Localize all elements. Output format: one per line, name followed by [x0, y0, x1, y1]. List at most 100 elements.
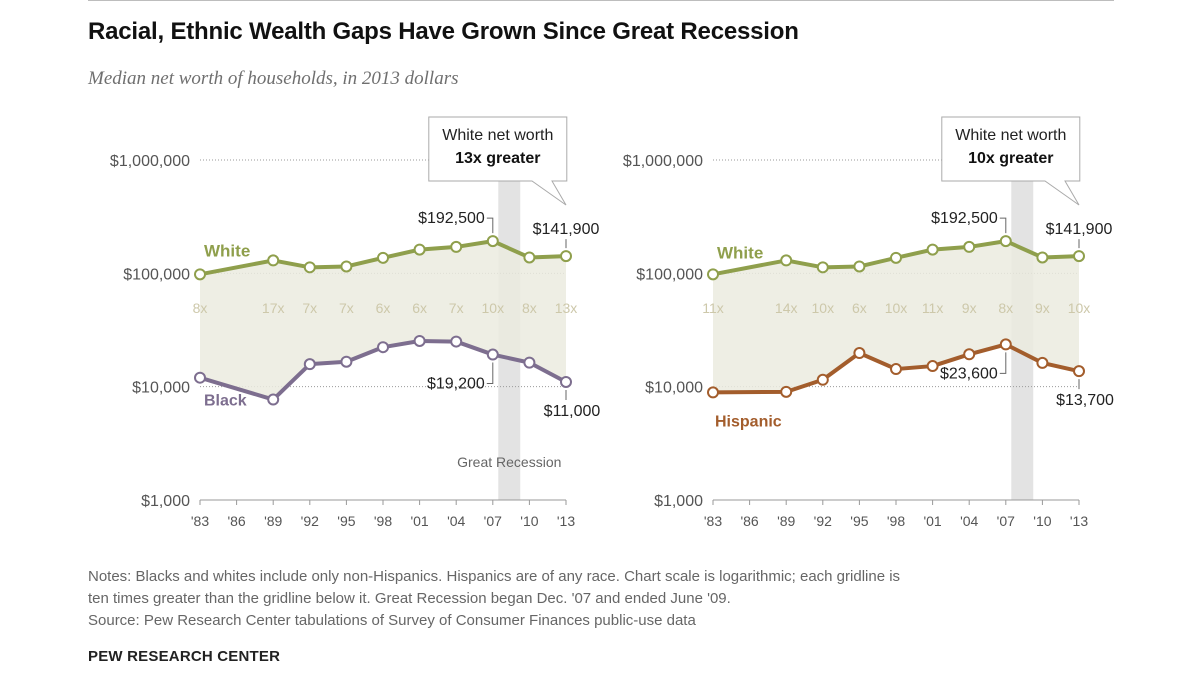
- x-tick-label: '92: [301, 513, 319, 529]
- white-data-point: [523, 251, 536, 264]
- chart-panel-1: $1,000 $10,000 $100,000 $1,000,000 '83 '86 '89…: [110, 116, 601, 529]
- hispanic-data-point: [926, 360, 939, 373]
- ratio-label: 6x: [852, 300, 867, 316]
- hispanic-data-point: [780, 385, 793, 398]
- gap-area: [200, 241, 566, 400]
- x-tick-label: '95: [850, 513, 868, 529]
- black-data-point: [523, 356, 536, 369]
- black-data-point: [413, 334, 426, 347]
- y-tick-label: $100,000: [123, 266, 190, 283]
- black-data-point: [340, 355, 353, 368]
- x-tick-label: '07: [484, 513, 502, 529]
- ratio-label: 6x: [376, 300, 391, 316]
- white-data-point: [1073, 250, 1085, 263]
- y-tick-label: $10,000: [645, 380, 703, 397]
- black-data-point: [267, 393, 280, 406]
- black-series-line: [199, 338, 567, 402]
- minority-2007-value: $19,200: [427, 376, 485, 393]
- black-data-point: [450, 335, 463, 348]
- white-data-point: [194, 268, 206, 281]
- leader-line: [999, 217, 1007, 234]
- minority-2007-value: $23,600: [940, 365, 998, 382]
- white-data-point: [303, 261, 316, 274]
- source-line: Source: Pew Research Center tabulations …: [88, 612, 696, 629]
- white-series-label: White: [717, 243, 763, 262]
- x-tick-label: '95: [337, 513, 355, 529]
- x-tick-label: '89: [264, 513, 282, 529]
- white-2013-value: $141,900: [533, 221, 600, 238]
- hispanic-data-point: [1036, 356, 1049, 369]
- white-data-point: [560, 250, 572, 263]
- white-data-point: [890, 251, 902, 264]
- white-data-point: [999, 235, 1012, 248]
- ratio-label: 7x: [449, 300, 464, 316]
- white-data-point: [853, 260, 866, 273]
- y-tick-label: $1,000,000: [623, 153, 703, 170]
- x-tick-label: '13: [1070, 513, 1088, 529]
- x-tick-label: '10: [520, 513, 538, 529]
- gap-area: [713, 241, 1079, 393]
- ratio-label: 7x: [302, 300, 317, 316]
- ratio-label: 6x: [412, 300, 427, 316]
- white-2007-value: $192,500: [931, 210, 998, 227]
- minority-2013-value: $11,000: [544, 403, 601, 420]
- ratio-label: 7x: [339, 300, 354, 316]
- chart-panel-2: $1,000 $10,000 $100,000 $1,000,000 '83 '86 '89…: [623, 116, 1114, 529]
- black-data-point: [560, 375, 572, 388]
- y-tick-label: $1,000: [654, 493, 703, 510]
- black-data-point: [194, 371, 206, 384]
- x-tick-label: '13: [557, 513, 575, 529]
- white-data-point: [267, 254, 280, 267]
- x-tick-label: '10: [1033, 513, 1051, 529]
- ratio-label: 8x: [522, 300, 537, 316]
- white-data-point: [340, 260, 353, 273]
- x-tick-label: '89: [777, 513, 795, 529]
- x-tick-label: '01: [410, 513, 428, 529]
- notes-line-2: ten times greater than the gridline belo…: [88, 590, 731, 607]
- x-tick-label: '04: [960, 513, 978, 529]
- chart-title: Racial, Ethnic Wealth Gaps Have Grown Si…: [88, 18, 799, 45]
- ratio-label: 11x: [922, 300, 944, 316]
- hispanic-data-point: [1073, 365, 1085, 378]
- ratio-label: 9x: [962, 300, 977, 316]
- x-tick-label: '01: [923, 513, 941, 529]
- callout-line-1: White net worth: [442, 127, 553, 144]
- white-data-point: [963, 240, 976, 253]
- hispanic-data-point: [707, 386, 719, 399]
- black-data-point: [377, 341, 389, 354]
- x-tick-label: '86: [740, 513, 758, 529]
- ratio-label: 13x: [555, 300, 578, 316]
- ratio-label: 17x: [262, 300, 285, 316]
- x-tick-label: '86: [227, 513, 245, 529]
- x-tick-label: '83: [704, 513, 722, 529]
- top-rule: [88, 0, 1114, 1]
- callout-line-1: White net worth: [955, 127, 1066, 144]
- x-tick-label: '98: [374, 513, 392, 529]
- x-tick-label: '07: [997, 513, 1015, 529]
- ratio-label: 10x: [482, 300, 505, 316]
- chart-subtitle: Median net worth of households, in 2013 …: [88, 68, 459, 89]
- callout-line-2: 13x greater: [455, 150, 540, 167]
- ratio-label: 11x: [702, 300, 724, 316]
- white-data-point: [707, 268, 719, 281]
- white-2007-value: $192,500: [418, 210, 485, 227]
- notes-block: Notes: Blacks and whites include only no…: [88, 566, 1108, 632]
- ratio-label: 10x: [885, 300, 908, 316]
- y-tick-label: $100,000: [636, 266, 703, 283]
- white-data-point: [413, 243, 426, 256]
- x-tick-label: '92: [814, 513, 832, 529]
- white-data-point: [816, 261, 829, 274]
- leader-line: [486, 362, 494, 385]
- callout-line-2: 10x greater: [968, 150, 1053, 167]
- notes-line-1: Notes: Blacks and whites include only no…: [88, 568, 901, 585]
- black-data-point: [303, 358, 316, 371]
- recession-label: Great Recession: [457, 454, 561, 470]
- x-tick-label: '98: [887, 513, 905, 529]
- hispanic-series-label: Hispanic: [715, 413, 782, 430]
- x-tick-label: '83: [191, 513, 209, 529]
- white-series-line: [712, 239, 1080, 277]
- white-series-line: [199, 239, 567, 277]
- hispanic-series-line: [712, 342, 1080, 395]
- black-data-point: [486, 348, 499, 361]
